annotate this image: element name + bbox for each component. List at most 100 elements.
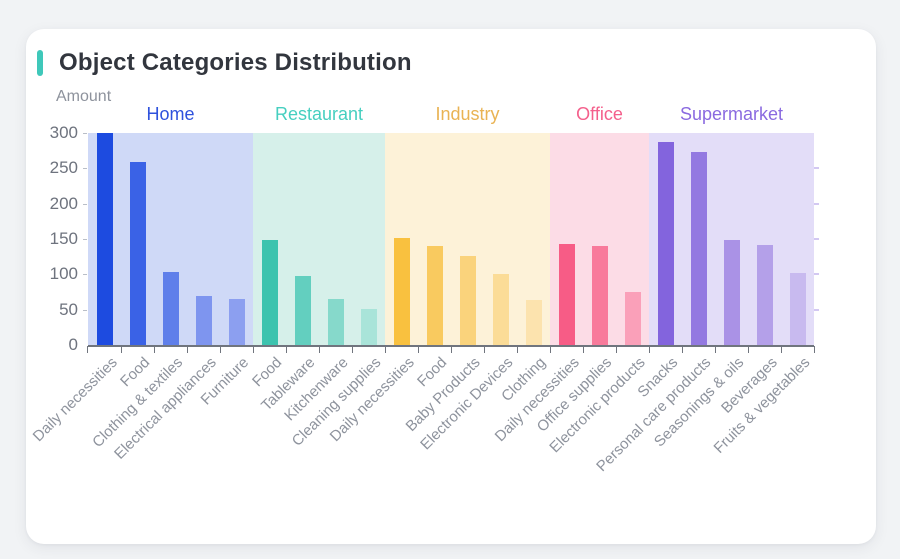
x-axis-tick <box>682 346 683 353</box>
x-axis-tick <box>385 346 386 353</box>
bar-slot: Food <box>117 133 155 390</box>
bar-slot: Baby Products <box>403 133 485 435</box>
bar[interactable] <box>690 152 707 345</box>
bar-slot: Daily necessities <box>492 133 584 445</box>
y-axis-tick-label: 0 <box>68 335 78 354</box>
group-label-supermarket: Supermarket <box>679 104 784 124</box>
bar[interactable] <box>558 243 575 345</box>
x-axis-tick <box>352 346 353 353</box>
x-axis-tick <box>550 346 551 353</box>
bar[interactable] <box>459 255 476 345</box>
bar[interactable] <box>96 133 113 345</box>
x-axis-tick <box>616 346 617 353</box>
bar-slot: Daily necessities <box>30 133 122 445</box>
bar-slot: Furniture <box>198 133 254 408</box>
x-axis-tick <box>319 346 320 353</box>
y-axis-tick <box>83 239 87 240</box>
chart-header: Object Categories Distribution <box>37 49 412 77</box>
right-axis-tick <box>814 273 819 276</box>
bar[interactable] <box>591 246 608 345</box>
bar-slot: Beverages <box>718 133 782 417</box>
title-accent-bar <box>37 50 43 76</box>
bar[interactable] <box>360 308 377 345</box>
y-axis-tick-label: 200 <box>49 193 78 213</box>
group-band-restaurant: Restaurant Food Tableware Kitchenware Cleani… <box>249 104 386 450</box>
x-axis-tick <box>715 346 716 353</box>
right-axis-tick <box>814 202 819 205</box>
group-label-restaurant: Restaurant <box>274 104 364 124</box>
chart-card: Object Categories Distribution Amount 0 5… <box>26 29 876 544</box>
right-axis-tick <box>814 238 819 240</box>
y-axis-tick-label: 50 <box>59 299 78 319</box>
x-axis-tick <box>517 346 518 353</box>
bar[interactable] <box>294 275 311 345</box>
bar-slot: Clothing & textiles <box>90 133 188 451</box>
bar-slot: Tableware <box>258 133 320 414</box>
bar-slot: Fruits & vegetables <box>711 133 815 457</box>
x-axis-tick <box>154 346 155 353</box>
bar[interactable] <box>393 238 410 345</box>
bar[interactable] <box>162 272 179 345</box>
bar-slot: Electrical appliances <box>111 133 221 463</box>
x-axis-tick <box>121 346 122 353</box>
chart-title: Object Categories Distribution <box>59 49 412 76</box>
bar[interactable] <box>129 161 146 345</box>
group-band-industry: Industry Daily necessities Food Baby Produc… <box>327 104 551 453</box>
x-axis-tick <box>187 346 188 353</box>
bar[interactable] <box>492 274 509 345</box>
bar[interactable] <box>525 299 542 345</box>
bar-slot: Electronic Devices <box>417 133 518 453</box>
y-axis-tick <box>83 274 87 276</box>
x-axis-tick <box>87 346 88 353</box>
bar[interactable] <box>624 292 641 345</box>
bar-slot: Food <box>249 133 287 390</box>
bar-slot: Cleaning supplies <box>289 133 386 450</box>
x-axis-tick <box>649 346 650 353</box>
x-axis-tick <box>781 346 782 353</box>
x-axis-tick <box>583 346 584 353</box>
bar-slot: Electronic products <box>546 133 650 456</box>
y-axis-tick-label: 150 <box>49 229 78 248</box>
y-axis-tick-label: 250 <box>49 158 78 178</box>
group-label-office: Office <box>576 104 623 124</box>
right-axis-tick <box>814 167 819 170</box>
x-axis-tick <box>286 346 287 353</box>
group-band-supermarket: Supermarket Snacks Personal care products S… <box>593 104 815 475</box>
bar-slot: Snacks <box>635 133 683 401</box>
x-axis-tick <box>220 346 221 353</box>
y-axis-title: Amount <box>56 88 112 105</box>
bar[interactable] <box>195 296 212 345</box>
y-axis-tick <box>83 133 87 134</box>
bar[interactable] <box>426 246 443 345</box>
bar-slot: Kitchenware <box>281 133 353 424</box>
y-axis-tick <box>83 203 87 205</box>
x-axis-tick <box>451 346 452 353</box>
x-axis-tick <box>418 346 419 353</box>
right-axis-tick <box>814 308 819 311</box>
bar[interactable] <box>723 239 740 345</box>
bar[interactable] <box>789 272 806 345</box>
bar-slot: Clothing <box>499 133 551 405</box>
bar-slot: Office supplies <box>534 133 617 435</box>
y-axis-tick <box>83 309 87 311</box>
y-axis-tick-label: 300 <box>49 123 78 142</box>
bar-slot: Seasonings & oils <box>651 133 749 450</box>
group-label-industry: Industry <box>435 104 500 124</box>
bar[interactable] <box>327 299 344 345</box>
group-band-office: Office Daily necessities Office supplies El… <box>492 104 650 456</box>
bar-slot: Daily necessities <box>327 133 419 445</box>
x-axis-tick <box>814 346 815 353</box>
bar-slot: Personal care products <box>593 133 716 475</box>
y-axis-tick <box>83 168 87 170</box>
x-axis-tick <box>484 346 485 353</box>
bar-slot: Food <box>414 133 452 390</box>
x-axis-tick <box>253 346 254 353</box>
bar[interactable] <box>657 142 674 345</box>
bar[interactable] <box>756 245 773 345</box>
group-band-home: Home Daily necessities Food Clothing & text… <box>30 104 254 463</box>
plot-area: Home Daily necessities Food Clothing & text… <box>30 104 819 475</box>
x-axis-tick <box>748 346 749 353</box>
bar[interactable] <box>261 239 278 345</box>
bar[interactable] <box>228 299 245 345</box>
